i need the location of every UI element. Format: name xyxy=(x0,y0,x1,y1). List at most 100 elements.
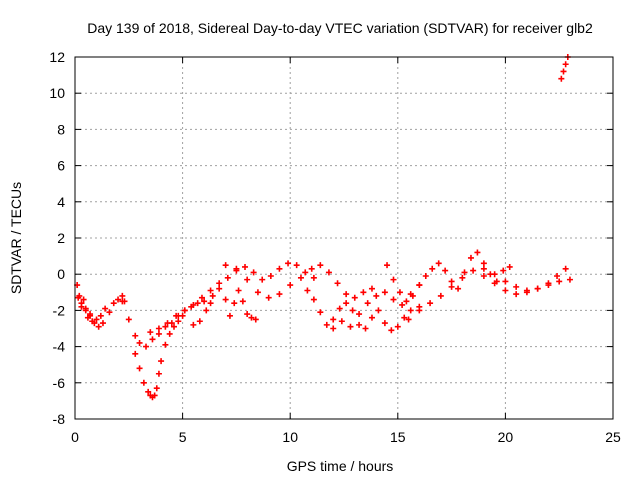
grid-lines xyxy=(75,57,613,419)
data-point xyxy=(265,294,272,301)
data-point xyxy=(145,388,152,395)
data-point xyxy=(80,296,87,303)
chart-title: Day 139 of 2018, Sidereal Day-to-day VTE… xyxy=(87,20,593,36)
data-point xyxy=(470,267,477,274)
data-point xyxy=(190,321,197,328)
data-point xyxy=(244,311,251,318)
data-point xyxy=(119,298,126,305)
data-point xyxy=(381,289,388,296)
data-point xyxy=(399,301,406,308)
data-point xyxy=(158,358,165,365)
data-point xyxy=(119,292,126,299)
data-point xyxy=(427,300,434,307)
data-point xyxy=(513,283,520,290)
data-point xyxy=(181,307,188,314)
data-point xyxy=(149,336,156,343)
data-point xyxy=(390,276,397,283)
data-point xyxy=(198,294,205,301)
data-point xyxy=(416,282,423,289)
data-point xyxy=(143,343,150,350)
data-point xyxy=(334,280,341,287)
data-point xyxy=(308,265,315,272)
data-point xyxy=(459,274,466,281)
data-point xyxy=(442,267,449,274)
y-tick-label: -8 xyxy=(53,411,66,427)
data-point xyxy=(293,262,300,269)
series-arc-7 xyxy=(222,262,375,301)
series-arc-11 xyxy=(405,267,573,323)
data-point xyxy=(254,289,261,296)
data-point xyxy=(384,262,391,269)
y-tick-label: 6 xyxy=(57,158,65,174)
data-point xyxy=(373,292,380,299)
data-point xyxy=(343,300,350,307)
data-point xyxy=(102,305,109,312)
data-point xyxy=(448,278,455,285)
data-point xyxy=(362,325,369,332)
data-point xyxy=(368,285,375,292)
data-point xyxy=(78,300,85,307)
data-point xyxy=(244,276,251,283)
data-point xyxy=(375,307,382,314)
data-point xyxy=(429,265,436,272)
data-point xyxy=(416,307,423,314)
data-points xyxy=(74,54,573,401)
y-tick-label: 4 xyxy=(57,194,65,210)
data-point xyxy=(203,307,210,314)
data-point xyxy=(209,292,216,299)
data-point xyxy=(285,260,292,267)
data-point xyxy=(179,312,186,319)
data-point xyxy=(435,260,442,267)
data-point xyxy=(502,278,509,285)
data-point xyxy=(347,323,354,330)
data-point xyxy=(405,316,412,323)
axis-ticks xyxy=(74,56,614,420)
data-point xyxy=(207,300,214,307)
data-point xyxy=(302,269,309,276)
series-arc-2 xyxy=(75,294,106,330)
data-point xyxy=(248,314,255,321)
data-point xyxy=(364,300,371,307)
y-tick-label: 12 xyxy=(49,49,65,65)
data-point xyxy=(132,332,139,339)
data-point xyxy=(222,296,229,303)
data-point xyxy=(310,296,317,303)
data-point xyxy=(224,274,231,281)
data-point xyxy=(317,262,324,269)
data-point xyxy=(175,318,182,325)
data-point xyxy=(222,262,229,269)
y-tick-label: -4 xyxy=(53,339,66,355)
data-point xyxy=(242,263,249,270)
data-point xyxy=(132,350,139,357)
data-point xyxy=(360,289,367,296)
data-point xyxy=(330,325,337,332)
data-point xyxy=(155,330,162,337)
data-point xyxy=(216,280,223,287)
data-point xyxy=(136,365,143,372)
data-point xyxy=(207,287,214,294)
data-point xyxy=(560,68,567,75)
data-point xyxy=(500,267,507,274)
data-point xyxy=(566,276,573,283)
data-point xyxy=(349,307,356,314)
data-point xyxy=(394,323,401,330)
data-point xyxy=(523,287,530,294)
data-point xyxy=(173,312,180,319)
y-tick-label: 8 xyxy=(57,121,65,137)
series-arc-8 xyxy=(304,287,423,334)
data-point xyxy=(235,287,242,294)
data-point xyxy=(506,263,513,270)
x-tick-labels: 0 5 10 15 20 25 xyxy=(71,429,621,445)
y-tick-label: -6 xyxy=(53,375,66,391)
series-arc-9 xyxy=(330,282,423,332)
data-point xyxy=(545,280,552,287)
data-point xyxy=(82,307,89,314)
data-point xyxy=(338,318,345,325)
data-point xyxy=(93,316,100,323)
y-tick-label: 10 xyxy=(49,85,65,101)
data-point xyxy=(390,296,397,303)
x-axis-label: GPS time / hours xyxy=(287,458,394,474)
data-point xyxy=(194,300,201,307)
series-arc-10 xyxy=(384,249,513,305)
x-tick-label: 5 xyxy=(179,429,187,445)
